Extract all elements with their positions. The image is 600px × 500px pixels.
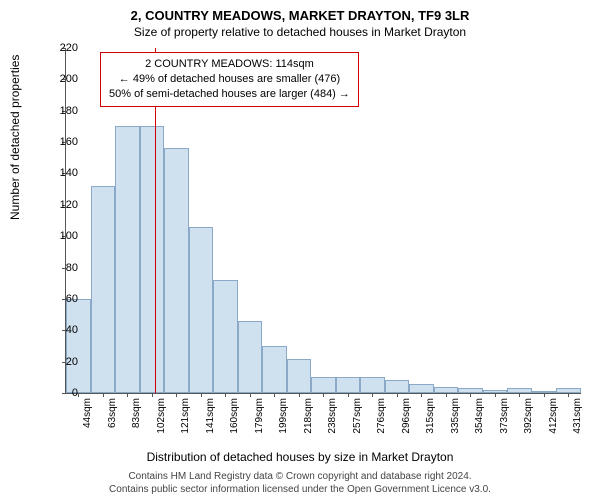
xtick-label: 392sqm — [523, 398, 534, 434]
histogram-bar — [91, 186, 116, 393]
xtick-label: 218sqm — [303, 398, 314, 434]
xtick-mark — [446, 393, 447, 397]
xtick-mark — [519, 393, 520, 397]
xtick-label: 354sqm — [474, 398, 485, 434]
footnote-line: Contains HM Land Registry data © Crown c… — [0, 470, 600, 483]
xtick-label: 296sqm — [401, 398, 412, 434]
xtick-mark — [323, 393, 324, 397]
xtick-label: 315sqm — [425, 398, 436, 434]
xtick-mark — [127, 393, 128, 397]
xtick-label: 412sqm — [548, 398, 559, 434]
histogram-bar — [385, 380, 410, 393]
xtick-mark — [152, 393, 153, 397]
callout-line: 2 COUNTRY MEADOWS: 114sqm — [109, 57, 350, 72]
xtick-mark — [250, 393, 251, 397]
xtick-mark — [568, 393, 569, 397]
xtick-label: 335sqm — [450, 398, 461, 434]
xtick-mark — [201, 393, 202, 397]
histogram-bar — [360, 377, 385, 393]
xtick-mark — [103, 393, 104, 397]
footnote: Contains HM Land Registry data © Crown c… — [0, 470, 600, 496]
xtick-mark — [78, 393, 79, 397]
histogram-bar — [115, 126, 140, 393]
footnote-line: Contains public sector information licen… — [0, 483, 600, 496]
ytick-label: 160 — [48, 136, 78, 148]
ytick-label: 200 — [48, 73, 78, 85]
ytick-label: 100 — [48, 230, 78, 242]
xtick-mark — [421, 393, 422, 397]
xtick-mark — [274, 393, 275, 397]
ytick-label: 140 — [48, 167, 78, 179]
ytick-label: 40 — [48, 324, 78, 336]
xtick-mark — [470, 393, 471, 397]
ytick-label: 180 — [48, 105, 78, 117]
xtick-mark — [397, 393, 398, 397]
xtick-label: 373sqm — [499, 398, 510, 434]
ytick-label: 220 — [48, 42, 78, 54]
histogram-bar — [213, 280, 238, 393]
xtick-mark — [176, 393, 177, 397]
xtick-label: 276sqm — [376, 398, 387, 434]
xtick-mark — [225, 393, 226, 397]
ytick-label: 60 — [48, 293, 78, 305]
xtick-mark — [544, 393, 545, 397]
xtick-mark — [348, 393, 349, 397]
histogram-bar — [409, 384, 434, 393]
y-axis-label: Number of detached properties — [8, 55, 22, 220]
xtick-label: 179sqm — [254, 398, 265, 434]
callout-line: 50% of semi-detached houses are larger (… — [109, 87, 350, 102]
xtick-label: 63sqm — [107, 398, 118, 428]
ytick-label: 80 — [48, 262, 78, 274]
xtick-label: 238sqm — [327, 398, 338, 434]
histogram-bar — [287, 359, 312, 394]
xtick-label: 160sqm — [229, 398, 240, 434]
histogram-bar — [66, 299, 91, 393]
xtick-label: 199sqm — [278, 398, 289, 434]
x-axis-label: Distribution of detached houses by size … — [0, 450, 600, 464]
ytick-label: 20 — [48, 356, 78, 368]
xtick-label: 44sqm — [82, 398, 93, 428]
xtick-label: 83sqm — [131, 398, 142, 428]
histogram-bar — [140, 126, 165, 393]
xtick-mark — [299, 393, 300, 397]
xtick-label: 102sqm — [156, 398, 167, 434]
xtick-label: 141sqm — [205, 398, 216, 434]
page-subtitle: Size of property relative to detached ho… — [0, 23, 600, 39]
histogram-bar — [336, 377, 361, 393]
histogram-bar — [189, 227, 214, 393]
histogram-bar — [164, 148, 189, 393]
histogram-bar — [262, 346, 287, 393]
xtick-mark — [495, 393, 496, 397]
xtick-label: 121sqm — [180, 398, 191, 434]
ytick-label: 0 — [48, 387, 78, 399]
callout-line: ← 49% of detached houses are smaller (47… — [109, 72, 350, 87]
page-title: 2, COUNTRY MEADOWS, MARKET DRAYTON, TF9 … — [0, 0, 600, 23]
xtick-label: 257sqm — [352, 398, 363, 434]
ytick-label: 120 — [48, 199, 78, 211]
histogram-bar — [311, 377, 336, 393]
chart-container: 2, COUNTRY MEADOWS, MARKET DRAYTON, TF9 … — [0, 0, 600, 500]
annotation-callout: 2 COUNTRY MEADOWS: 114sqm ← 49% of detac… — [100, 52, 359, 107]
histogram-bar — [238, 321, 263, 393]
xtick-mark — [372, 393, 373, 397]
xtick-label: 431sqm — [572, 398, 583, 434]
